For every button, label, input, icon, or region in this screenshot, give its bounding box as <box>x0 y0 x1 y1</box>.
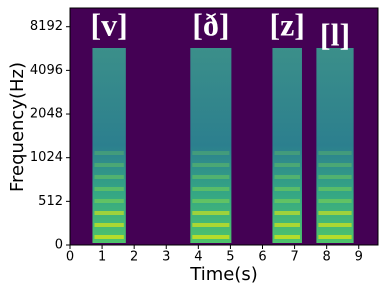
harmonic-band <box>192 223 230 227</box>
segment <box>272 48 302 243</box>
x-tick-label: 0 <box>66 250 74 265</box>
segment-label: [ð] <box>192 6 229 42</box>
harmonic-band <box>94 211 124 215</box>
y-tick-label: 4096 <box>30 63 63 78</box>
harmonic-band <box>274 175 300 179</box>
harmonic-band <box>318 235 352 239</box>
y-tick-label: 8192 <box>30 19 63 34</box>
x-tick-label: 2 <box>130 250 138 265</box>
harmonic-band <box>318 163 352 167</box>
x-tick-label: 3 <box>162 250 170 265</box>
x-tick-label: 4 <box>194 250 202 265</box>
x-tick-label: 7 <box>290 250 298 265</box>
harmonic-band <box>192 235 230 239</box>
harmonic-band <box>318 223 352 227</box>
axes-frame <box>69 7 379 246</box>
harmonic-band <box>274 163 300 167</box>
x-tick-label: 9 <box>355 250 363 265</box>
y-tick-label: 0 <box>55 238 63 253</box>
x-axis-label: Time(s) <box>189 264 257 285</box>
harmonic-band <box>318 151 352 155</box>
harmonic-band <box>94 199 124 203</box>
harmonic-band <box>274 187 300 191</box>
x-tick-label: 1 <box>98 250 106 265</box>
x-tick-label: 6 <box>258 250 266 265</box>
harmonic-band <box>192 187 230 191</box>
harmonic-band <box>274 199 300 203</box>
segment-label: [l] <box>320 16 350 52</box>
segment <box>316 48 354 243</box>
harmonic-band <box>94 187 124 191</box>
harmonic-band <box>318 175 352 179</box>
y-tick-label: 1024 <box>30 150 63 165</box>
harmonic-band <box>94 151 124 155</box>
harmonic-band <box>94 223 124 227</box>
harmonic-band <box>94 175 124 179</box>
segment <box>190 48 232 243</box>
x-tick-label: 8 <box>323 250 331 265</box>
harmonic-band <box>192 211 230 215</box>
harmonic-band <box>274 235 300 239</box>
harmonic-band <box>274 223 300 227</box>
harmonic-band <box>318 199 352 203</box>
harmonic-band <box>274 151 300 155</box>
y-axis-label: Frequency(Hz) <box>7 62 28 192</box>
segment-label: [v] <box>90 6 127 42</box>
harmonic-band <box>318 211 352 215</box>
harmonic-band <box>192 163 230 167</box>
harmonic-band <box>94 235 124 239</box>
segment <box>92 48 126 243</box>
harmonic-band <box>318 187 352 191</box>
x-tick-label: 5 <box>226 250 234 265</box>
harmonic-band <box>192 151 230 155</box>
harmonic-band <box>192 175 230 179</box>
harmonic-band <box>192 199 230 203</box>
harmonic-band <box>274 211 300 215</box>
y-tick-label: 2048 <box>30 107 63 122</box>
y-tick-label: 512 <box>38 194 63 209</box>
segment-label: [z] <box>269 6 305 42</box>
harmonic-band <box>94 163 124 167</box>
